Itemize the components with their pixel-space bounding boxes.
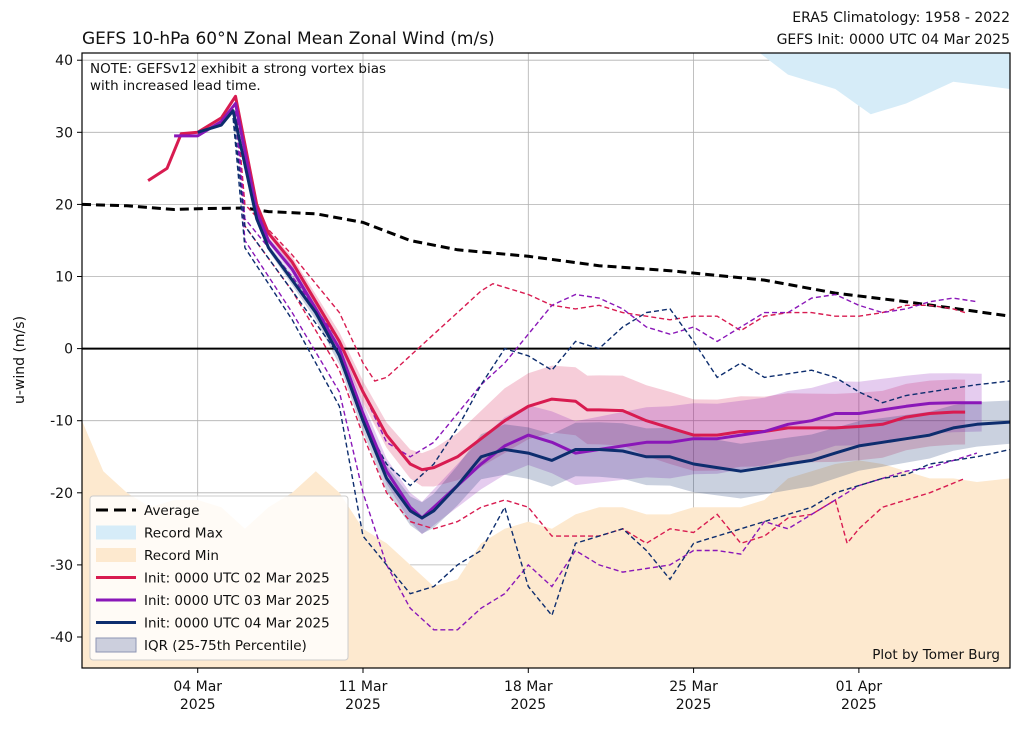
y-tick-label: -40 [50, 630, 73, 646]
x-tick-label: 25 Mar [669, 679, 718, 695]
legend-label: Record Max [144, 526, 223, 542]
legend-label: Init: 0000 UTC 03 Mar 2025 [144, 593, 330, 609]
x-tick-year: 2025 [841, 697, 877, 713]
axes: -40 -30 -20 -10 0 10 20 30 40 04 Mar 2025 11 Mar 202… [50, 52, 1011, 713]
legend: Average Record Max Record Min Init: 0000 UT… [89, 495, 349, 661]
chart-subtitle-2: GEFS Init: 0000 UTC 04 Mar 2025 [777, 32, 1010, 48]
legend-label: Init: 0000 UTC 04 Mar 2025 [144, 616, 330, 632]
ensemble-max-init04 [232, 110, 1010, 487]
ensemble-max-init02 [234, 96, 966, 382]
ensemble-min-init04 [232, 117, 1010, 617]
y-tick-label: 0 [64, 342, 73, 358]
ensemble-mean-init02 [147, 94, 966, 472]
legend-label: Average [144, 503, 199, 519]
chart-subtitle-1: ERA5 Climatology: 1958 - 2022 [792, 10, 1010, 26]
legend-swatch-area [96, 525, 136, 540]
y-tick-label: -30 [50, 558, 73, 574]
note-line-2: with increased lead time. [90, 78, 261, 94]
iqr-band-init04 [233, 110, 1010, 534]
x-tick-label: 11 Mar [339, 679, 388, 695]
y-tick-label: 10 [55, 270, 73, 286]
plot-credit: Plot by Tomer Burg [872, 647, 1000, 663]
legend-label: Init: 0000 UTC 02 Mar 2025 [144, 571, 330, 587]
y-tick-label: 40 [55, 53, 73, 69]
y-tick-label: 30 [55, 125, 73, 141]
ensemble-mean-init04 [197, 109, 1010, 520]
x-tick-label: 01 Apr [836, 679, 883, 695]
ensemble-mean-init03 [174, 102, 982, 520]
legend-swatch-area [96, 548, 136, 562]
x-tick-year: 2025 [676, 697, 712, 713]
record-max-area [759, 53, 1010, 115]
chart-title: GEFS 10-hPa 60°N Zonal Mean Zonal Wind (… [82, 29, 495, 49]
plot-frame [81, 52, 1011, 669]
legend-label: IQR (25-75th Percentile) [144, 638, 307, 654]
legend-label: Record Min [144, 548, 219, 564]
legend-swatch-iqr [95, 637, 137, 653]
y-axis-label: u-wind (m/s) [12, 316, 28, 404]
y-tick-label: -10 [50, 414, 73, 430]
x-tick-label: 18 Mar [504, 679, 553, 695]
note-line-1: NOTE: GEFSv12 exhibit a strong vortex bi… [90, 61, 386, 77]
average-line [82, 202, 1010, 318]
x-tick-year: 2025 [345, 697, 381, 713]
y-tick-label: 20 [55, 197, 73, 213]
y-tick-label: -20 [50, 486, 73, 502]
x-tick-year: 2025 [180, 697, 216, 713]
x-tick-label: 04 Mar [173, 679, 222, 695]
x-tick-year: 2025 [510, 697, 546, 713]
